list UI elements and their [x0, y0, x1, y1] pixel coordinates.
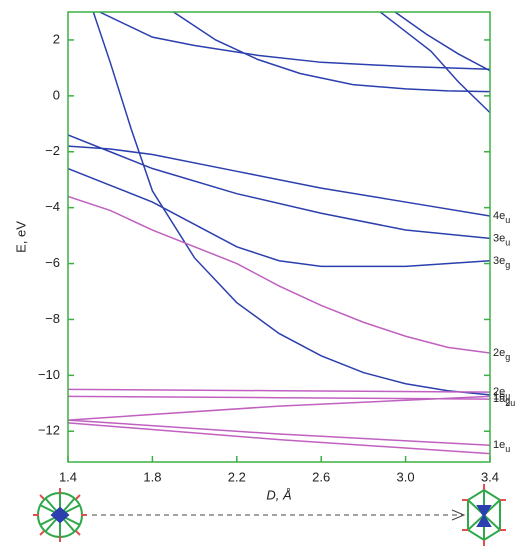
curve-label: 1a2u — [493, 393, 515, 408]
y-tick-label: −12 — [38, 423, 60, 438]
x-tick-label: 2.6 — [312, 469, 330, 484]
molecule-left — [33, 488, 87, 542]
x-tick-label: 3.0 — [397, 469, 415, 484]
curve-label-text: 3e — [493, 255, 505, 267]
y-tick-label: −2 — [45, 143, 60, 158]
curve — [99, 12, 490, 71]
curve-label-text: 4e — [493, 210, 505, 222]
molecule-right — [462, 484, 506, 546]
curve-label: 3eu — [493, 232, 510, 247]
arrow-head — [451, 509, 466, 521]
x-tick-label: 2.2 — [228, 469, 246, 484]
curve-label-sub: u — [505, 215, 510, 225]
curve — [68, 195, 490, 354]
curve — [394, 12, 490, 72]
y-tick-label: −10 — [38, 367, 60, 382]
x-tick-label: 3.4 — [481, 469, 499, 484]
x-axis-label: D, Å — [266, 487, 291, 502]
y-tick-label: 0 — [53, 87, 60, 102]
curve — [68, 388, 490, 393]
curve — [68, 167, 490, 268]
curve — [68, 422, 490, 455]
curve-label-sub: 2u — [505, 398, 515, 408]
curve — [68, 395, 490, 421]
curve-label: 4eu — [493, 210, 510, 225]
curve — [92, 12, 490, 396]
curve-label-sub: u — [505, 391, 510, 401]
y-tick-label: 2 — [53, 31, 60, 46]
curve — [68, 419, 490, 446]
curve-label-text: 3e — [493, 232, 505, 244]
y-tick-label: −6 — [45, 255, 60, 270]
x-tick-label: 1.8 — [143, 469, 161, 484]
y-axis-label: E, eV — [13, 221, 28, 253]
x-tick-label: 1.4 — [59, 469, 77, 484]
curve-label-text: 2e — [493, 347, 505, 359]
curve-label-sub: u — [505, 445, 510, 455]
curve-label: 2eu — [493, 386, 510, 401]
plot-frame — [67, 11, 491, 463]
curve-label: 1eg — [493, 390, 510, 405]
curve-label: 2eg — [493, 347, 510, 362]
curve-label-text: 2e — [493, 386, 505, 398]
curve-label-text: 1a — [493, 393, 506, 405]
curve-label: 1eu — [493, 439, 510, 454]
curve-label-text: 1e — [493, 390, 505, 402]
curve-label-sub: g — [505, 352, 510, 362]
curve — [379, 12, 490, 114]
curve-label-sub: g — [505, 260, 510, 270]
curve — [68, 134, 490, 240]
curve — [68, 395, 490, 400]
y-tick-label: −8 — [45, 311, 60, 326]
y-tick-label: −4 — [45, 199, 60, 214]
plot-area — [68, 12, 490, 455]
curve — [68, 145, 490, 217]
curve-label-text: 1e — [493, 439, 505, 451]
curve-label: 3eg — [493, 255, 510, 270]
curve-label-sub: u — [505, 238, 510, 248]
curve — [173, 12, 490, 93]
curve-label-sub: g — [505, 396, 510, 406]
